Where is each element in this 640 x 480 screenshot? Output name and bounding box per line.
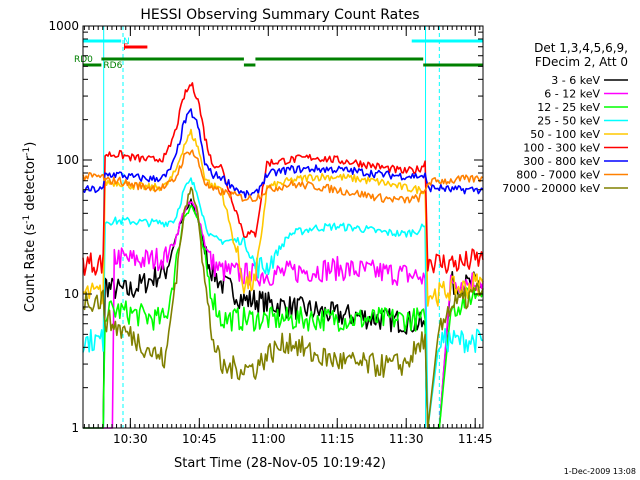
x-tick-label: 11:15 xyxy=(320,432,355,446)
y-axis-label-sup2: -1 xyxy=(22,147,32,156)
x-axis-label: Start Time (28-Nov-05 10:19:42) xyxy=(174,456,386,471)
flag-label-n: N xyxy=(123,37,130,47)
y-axis-label-end: ) xyxy=(23,142,38,147)
legend: Det 1,3,4,5,6,9, FDecim 2, Att 0 3 - 6 k… xyxy=(502,41,628,195)
legend-label-7: 800 - 7000 keV xyxy=(516,169,600,182)
x-tick-label: 10:45 xyxy=(182,432,217,446)
series-line-6 xyxy=(82,108,484,199)
series-line-3 xyxy=(82,177,484,429)
x-axis: 10:30 10:45 11:00 11:15 11:30 11:45 xyxy=(83,26,493,446)
flag-label-f: F xyxy=(123,43,128,53)
y-tick-label: 100 xyxy=(56,153,79,167)
legend-label-0: 3 - 6 keV xyxy=(551,74,600,87)
y-axis-label-sup1: -1 xyxy=(22,215,32,224)
legend-label-3: 25 - 50 keV xyxy=(537,115,600,128)
legend-label-5: 100 - 300 keV xyxy=(523,142,600,155)
series-line-4 xyxy=(82,128,484,307)
series-line-7 xyxy=(82,149,484,204)
legend-label-1: 6 - 12 keV xyxy=(544,88,600,101)
y-axis-label: Count Rate (s-1 detector-1) xyxy=(22,142,38,313)
series-line-2 xyxy=(83,204,484,429)
plot-area: NF RD0 RD6 xyxy=(74,26,484,429)
plot-frame xyxy=(82,25,484,429)
legend-label-6: 300 - 800 keV xyxy=(523,155,600,168)
y-tick-label: 1 xyxy=(71,421,79,435)
y-axis: 1 10 100 1000 xyxy=(48,19,483,435)
y-axis-label-mid: detector xyxy=(23,155,38,215)
legend-label-4: 50 - 100 keV xyxy=(530,128,600,141)
series-line-5 xyxy=(82,82,484,276)
x-tick-label: 10:30 xyxy=(113,432,148,446)
y-tick-label: 10 xyxy=(64,287,79,301)
x-tick-label: 11:45 xyxy=(458,432,493,446)
legend-label-8: 7000 - 20000 keV xyxy=(502,182,600,195)
flag-label-rd0: RD0 xyxy=(74,55,93,65)
x-tick-label: 11:00 xyxy=(251,432,286,446)
x-tick-label: 11:30 xyxy=(389,432,424,446)
y-tick-label: 1000 xyxy=(48,19,79,33)
flag-label-rd6: RD6 xyxy=(103,61,122,71)
chart-title: HESSI Observing Summary Count Rates xyxy=(140,7,419,23)
series-line-8 xyxy=(82,186,484,429)
legend-header-line1: Det 1,3,4,5,6,9, xyxy=(534,41,628,55)
legend-label-2: 12 - 25 keV xyxy=(537,101,600,114)
legend-header-line2: FDecim 2, Att 0 xyxy=(535,55,628,69)
footer-timestamp: 1-Dec-2009 13:08 xyxy=(564,467,636,476)
series-line-1 xyxy=(83,201,484,429)
y-axis-label-main: Count Rate (s xyxy=(23,224,38,313)
